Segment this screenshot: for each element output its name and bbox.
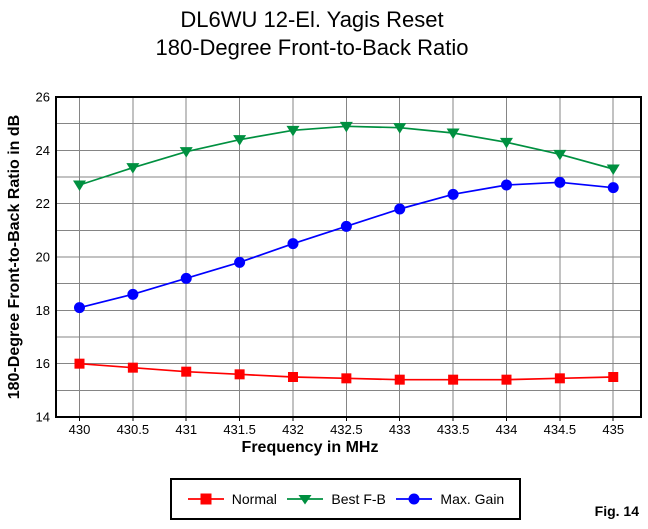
data-point-normal xyxy=(608,372,619,382)
y-tick-label: 26 xyxy=(36,90,50,105)
data-point-max-gain xyxy=(500,179,512,191)
y-tick-label: 20 xyxy=(36,250,50,265)
chart-title-line2: 180-Degree Front-to-Back Ratio xyxy=(155,35,469,60)
data-point-max-gain xyxy=(287,238,299,250)
y-tick-labels: 14 16 18 20 22 24 26 xyxy=(36,90,50,425)
data-point-normal xyxy=(287,372,298,382)
y-tick-label: 16 xyxy=(36,356,50,371)
best-fb-series-swatch xyxy=(287,495,324,505)
x-tick-label: 434 xyxy=(496,422,518,437)
data-point-normal xyxy=(127,362,138,373)
x-tick-label: 430 xyxy=(69,422,91,437)
legend: Normal Best F-B Max. Gain xyxy=(170,478,521,520)
max-gain-series-swatch xyxy=(396,493,433,505)
data-point-best-f-b xyxy=(286,125,300,137)
legend-label-best-fb: Best F-B xyxy=(331,491,386,507)
y-tick-label: 14 xyxy=(36,410,50,425)
x-tick-label: 432.5 xyxy=(330,422,363,437)
data-point-best-f-b xyxy=(233,135,247,146)
legend-label-max-gain: Max. Gain xyxy=(440,491,505,507)
x-tick-labels: 430 430.5 431 431.5 432 432.5 433 433.5 434 434.5… xyxy=(69,422,624,437)
data-point-best-f-b xyxy=(393,123,407,134)
y-axis-title: 180-Degree Front-to-Back Ratio in dB xyxy=(6,114,23,400)
series-max-gain xyxy=(73,176,619,314)
data-point-max-gain xyxy=(234,256,246,268)
data-point-best-f-b xyxy=(339,121,353,133)
data-point-normal xyxy=(234,369,245,380)
figure-number: Fig. 14 xyxy=(594,503,639,519)
data-point-best-f-b xyxy=(499,137,513,149)
x-tick-label: 433.5 xyxy=(437,422,470,437)
x-tick-label: 435 xyxy=(602,422,624,437)
data-point-normal xyxy=(74,358,85,369)
data-point-normal xyxy=(554,373,565,384)
data-point-normal xyxy=(181,366,192,377)
legend-item-max-gain: Max. Gain xyxy=(395,491,504,507)
x-tick-label: 434.5 xyxy=(544,422,577,437)
x-tick-label: 433 xyxy=(389,422,411,437)
legend-item-normal: Normal xyxy=(187,491,277,507)
data-point-normal xyxy=(394,374,405,385)
data-point-max-gain xyxy=(554,176,566,188)
y-tick-label: 22 xyxy=(36,196,50,211)
data-point-normal xyxy=(448,374,459,385)
data-point-max-gain xyxy=(73,302,85,314)
x-axis-title: Frequency in MHz xyxy=(241,439,379,456)
plot-frame xyxy=(55,96,642,418)
data-point-best-f-b xyxy=(606,164,620,175)
data-point-max-gain xyxy=(127,288,139,300)
legend-item-best-fb: Best F-B xyxy=(286,491,386,507)
series-normal xyxy=(74,358,619,385)
series-best-f-b xyxy=(72,121,620,191)
x-tick-label: 430.5 xyxy=(117,422,150,437)
x-tick-label: 431.5 xyxy=(223,422,256,437)
data-point-max-gain xyxy=(394,203,406,215)
data-point-normal xyxy=(501,374,512,385)
y-tick-label: 24 xyxy=(36,143,50,158)
chart-canvas: 430 430.5 431 431.5 432 432.5 433 433.5 434 434.5… xyxy=(36,90,642,437)
x-tick-label: 432 xyxy=(282,422,304,437)
data-point-best-f-b xyxy=(126,163,140,174)
data-point-best-f-b xyxy=(553,149,567,161)
data-point-best-f-b xyxy=(72,180,86,191)
chart-title-line1: DL6WU 12-El. Yagis Reset xyxy=(180,7,444,32)
data-point-max-gain xyxy=(447,188,459,200)
chart-title: DL6WU 12-El. Yagis Reset 180-Degree Fron… xyxy=(0,6,624,62)
data-point-best-f-b xyxy=(179,147,193,158)
normal-series-swatch xyxy=(187,493,224,505)
data-point-max-gain xyxy=(340,220,352,232)
data-point-normal xyxy=(341,373,352,384)
x-tick-label: 431 xyxy=(175,422,197,437)
y-tick-label: 18 xyxy=(36,303,50,318)
data-point-best-f-b xyxy=(446,128,460,139)
data-point-max-gain xyxy=(180,272,192,284)
data-point-max-gain xyxy=(607,182,619,194)
legend-label-normal: Normal xyxy=(231,491,277,507)
